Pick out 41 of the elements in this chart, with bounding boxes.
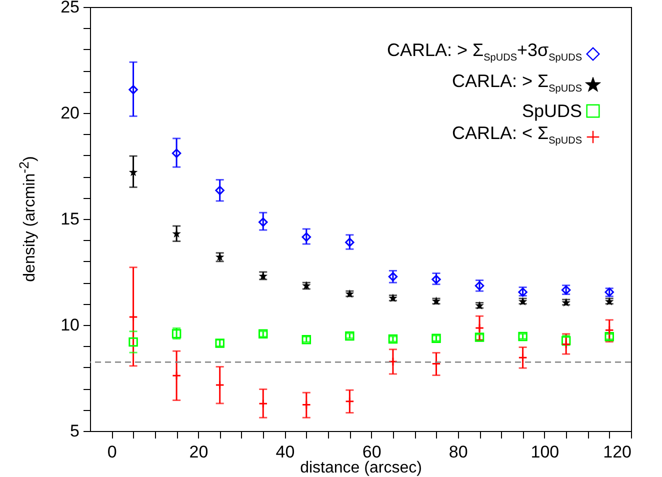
legend-label: CARLA: > Σ$_{SpUDS}$	[452, 70, 582, 96]
x-tick-label: 60	[362, 442, 382, 462]
point	[128, 85, 138, 94]
y-tick-label: 25	[60, 0, 80, 16]
x-axis-title: distance (arcsec)	[300, 460, 422, 476]
y-tick-label: 10	[60, 316, 80, 334]
x-tick-label: 40	[276, 442, 295, 462]
point	[388, 272, 398, 282]
point	[302, 232, 312, 242]
point	[128, 312, 138, 322]
legend-label: CARLA: < Σ$_{SpUDS}$	[452, 122, 582, 149]
legend-label: SpUDS	[522, 100, 582, 122]
point	[172, 329, 182, 338]
x-tick-label: 100	[530, 442, 560, 462]
point	[604, 325, 614, 335]
point	[345, 238, 354, 247]
point	[302, 400, 312, 410]
point	[561, 340, 571, 349]
point	[258, 399, 268, 408]
point	[518, 353, 528, 362]
x-tick-label: 20	[189, 442, 208, 462]
point	[128, 337, 138, 347]
y-tick-label: 5	[70, 422, 80, 440]
point	[172, 371, 182, 380]
point	[474, 323, 484, 333]
point	[432, 274, 441, 284]
x-tick-label: 0	[107, 442, 117, 462]
legend-label: CARLA: > Σ$_{SpUDS}$+3σ$_{SpUDS}$	[386, 39, 582, 66]
point	[345, 396, 354, 406]
point	[215, 186, 224, 196]
point	[561, 336, 571, 346]
x-tick-label: 120	[603, 442, 632, 462]
y-tick-label: 15	[60, 210, 80, 228]
point	[432, 359, 441, 368]
x-tick-label: 80	[448, 442, 468, 462]
point	[345, 331, 354, 341]
y-tick-label: 20	[60, 104, 80, 122]
point	[172, 148, 182, 158]
point	[215, 380, 224, 390]
point	[388, 357, 398, 366]
point	[258, 218, 268, 227]
